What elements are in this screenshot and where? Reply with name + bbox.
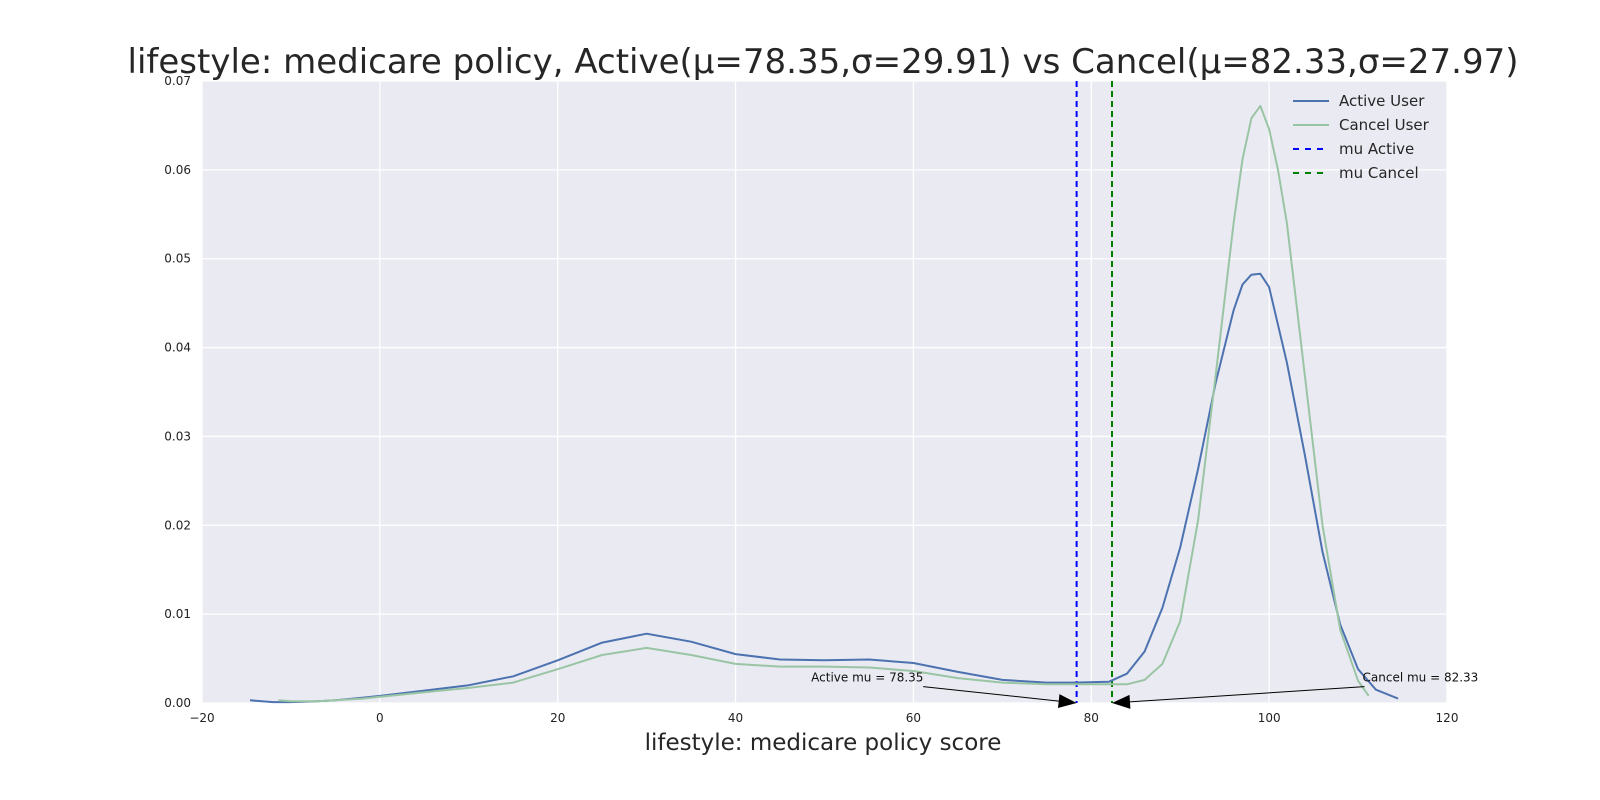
legend-label: Cancel User xyxy=(1339,116,1430,134)
y-tick-label: 0.02 xyxy=(164,518,191,532)
y-tick-label: 0.05 xyxy=(164,252,191,266)
annotation-arrow-line xyxy=(1129,686,1365,703)
x-tick-label: −20 xyxy=(189,711,214,725)
series-line-active-user xyxy=(249,272,1399,704)
plot-area xyxy=(202,81,1447,703)
y-tick-label: 0.01 xyxy=(164,607,191,621)
y-tick-label: 0.03 xyxy=(164,429,191,443)
y-tick-label: 0.07 xyxy=(164,74,191,88)
x-axis-ticks: −20 0 20 40 60 80 100 120 xyxy=(189,711,1458,725)
x-tick-label: 80 xyxy=(1084,711,1099,725)
annotation-arrowhead xyxy=(1057,694,1077,709)
x-tick-label: 120 xyxy=(1436,711,1459,725)
series-line-cancel-user xyxy=(278,104,1370,703)
legend-label: Active User xyxy=(1339,92,1425,110)
chart-title: lifestyle: medicare policy, Active(μ=78.… xyxy=(128,42,1519,82)
x-tick-label: 20 xyxy=(550,711,565,725)
x-tick-label: 60 xyxy=(906,711,921,725)
y-tick-label: 0.04 xyxy=(164,341,191,355)
x-tick-label: 0 xyxy=(376,711,384,725)
x-tick-label: 40 xyxy=(728,711,743,725)
x-tick-label: 100 xyxy=(1258,711,1281,725)
legend-label: mu Active xyxy=(1339,140,1414,158)
legend: Active User Cancel User mu Active mu Cancel xyxy=(1293,92,1430,182)
x-axis-label: lifestyle: medicare policy score xyxy=(645,730,1002,756)
annotation-label: Active mu = 78.35 xyxy=(811,671,923,685)
series-lines xyxy=(249,104,1399,704)
grid xyxy=(201,80,1448,704)
y-tick-label: 0.00 xyxy=(164,696,191,710)
y-axis-ticks: 0.00 0.01 0.02 0.03 0.04 0.05 0.06 0.07 xyxy=(164,74,191,710)
y-tick-label: 0.06 xyxy=(164,163,191,177)
annotation-arrow-line xyxy=(923,686,1059,702)
annotation-arrowhead xyxy=(1112,694,1131,709)
legend-label: mu Cancel xyxy=(1339,164,1419,182)
annotations: Active mu = 78.35 Cancel mu = 82.33 xyxy=(811,671,1478,709)
annotation-label: Cancel mu = 82.33 xyxy=(1363,671,1479,685)
mean-lines xyxy=(1075,81,1114,703)
